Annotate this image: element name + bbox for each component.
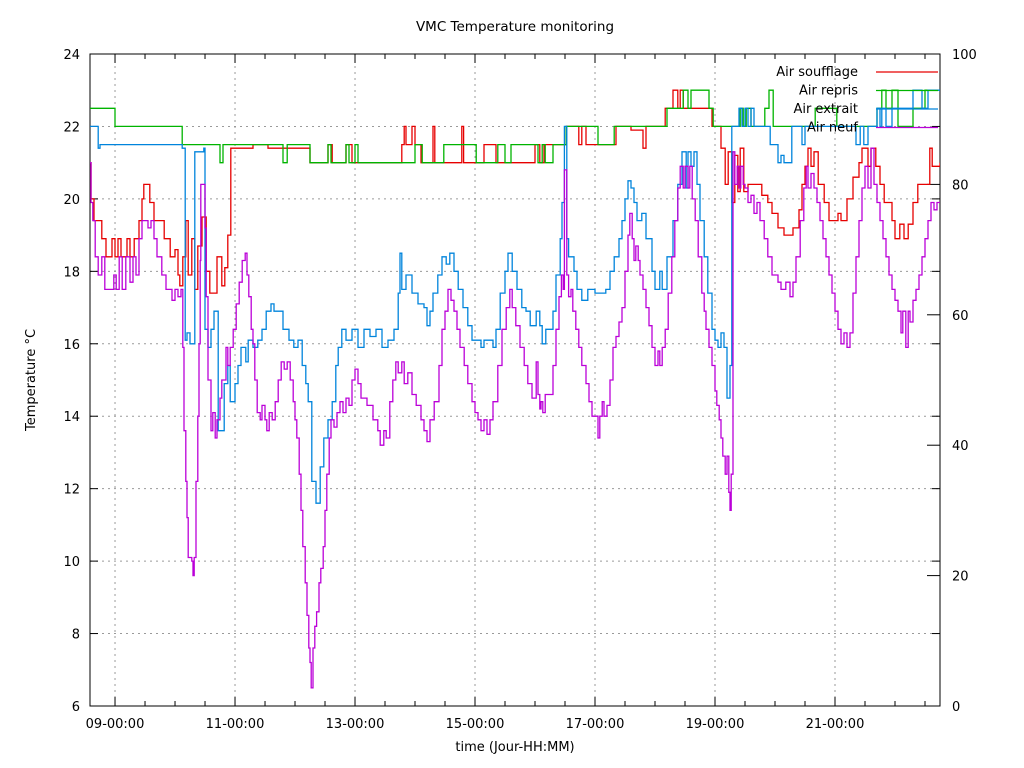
y-axis-label: Temperature °C xyxy=(24,329,39,432)
y-left-tick-label: 8 xyxy=(72,628,80,643)
legend-label-air-soufflage: Air soufflage xyxy=(776,65,858,80)
series-line-air-extrait xyxy=(90,89,940,504)
x-tick-label: 17-00:00 xyxy=(566,717,625,732)
y-left-tick-label: 24 xyxy=(63,48,80,63)
legend-label-air-neuf: Air neuf xyxy=(807,121,858,136)
y-left-tick-label: 12 xyxy=(63,483,80,498)
legend-label-air-extrait: Air extrait xyxy=(793,102,858,117)
series-line-air-neuf xyxy=(90,147,940,689)
y-right-tick-label: 40 xyxy=(952,439,969,454)
x-axis-label: time (Jour-HH:MM) xyxy=(455,740,574,755)
y-left-tick-label: 22 xyxy=(63,120,80,135)
x-tick-label: 11-00:00 xyxy=(206,717,265,732)
y-left-tick-label: 20 xyxy=(63,193,80,208)
x-tick-label: 19-00:00 xyxy=(686,717,745,732)
y-left-tick-label: 14 xyxy=(63,410,80,425)
y-left-tick-label: 18 xyxy=(63,265,80,280)
x-tick-label: 13-00:00 xyxy=(326,717,385,732)
y-right-tick-label: 80 xyxy=(952,178,969,193)
chart-title: VMC Temperature monitoring xyxy=(416,19,614,35)
x-tick-label: 09-00:00 xyxy=(86,717,145,732)
y-right-tick-label: 20 xyxy=(952,570,969,585)
y-right-tick-label: 60 xyxy=(952,309,969,324)
y-left-tick-label: 16 xyxy=(63,338,80,353)
x-tick-label: 21-00:00 xyxy=(806,717,865,732)
legend-label-air-repris: Air repris xyxy=(799,84,858,99)
x-tick-label: 15-00:00 xyxy=(446,717,505,732)
y-right-tick-label: 100 xyxy=(952,48,977,63)
y-left-tick-label: 10 xyxy=(63,555,80,570)
y-right-tick-label: 0 xyxy=(952,700,960,715)
plot-border xyxy=(89,53,941,707)
y-left-tick-label: 6 xyxy=(72,700,80,715)
